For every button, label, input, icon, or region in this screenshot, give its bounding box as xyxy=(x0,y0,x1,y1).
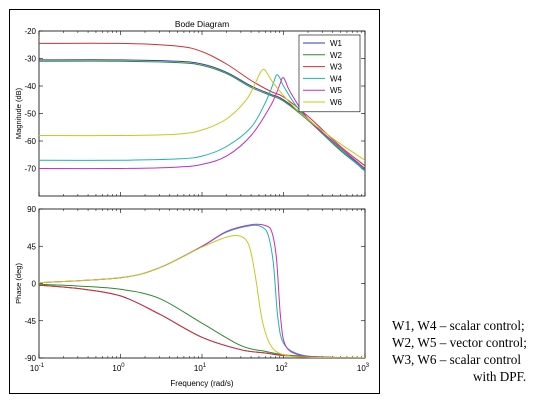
x-tick-label: 102 xyxy=(275,363,288,373)
y-tick-label: 0 xyxy=(32,280,37,289)
x-tick-label: 10-1 xyxy=(30,363,45,373)
x-tick-label: 103 xyxy=(357,363,370,373)
legend-label: W6 xyxy=(330,98,343,107)
x-tick-exponent: 0 xyxy=(121,363,125,369)
bode-figure: -70 -60 -50 -40 -30 -20 Magnitude (dB) Bode Dia… xyxy=(9,9,380,394)
caption-line-4: with DPF. xyxy=(473,369,527,384)
y-tick-label: -40 xyxy=(24,82,36,91)
y-tick-label: -60 xyxy=(24,137,36,146)
y-axis-label: Magnitude (dB) xyxy=(14,87,23,139)
x-tick-label: 100 xyxy=(112,363,125,373)
series-line-w4 xyxy=(39,74,365,172)
series-line-w6 xyxy=(39,234,365,358)
legend-label: W5 xyxy=(330,86,343,95)
y-tick-label: 90 xyxy=(27,205,36,214)
caption-line-1: W1, W4 – scalar control; xyxy=(392,318,525,333)
series-line-w3 xyxy=(39,42,365,167)
x-tick-exponent: 2 xyxy=(284,363,288,369)
chart-title: Bode Diagram xyxy=(175,19,229,29)
series-line-w6 xyxy=(39,68,365,161)
y-tick-label: -50 xyxy=(24,110,36,119)
bode-chart: -70 -60 -50 -40 -30 -20 Magnitude (dB) Bode Dia… xyxy=(14,19,370,388)
legend-label: W4 xyxy=(330,74,343,83)
legend-label: W2 xyxy=(330,51,343,60)
y-tick-label: -45 xyxy=(24,317,36,326)
legend: W1 W2 W3 W4 W5 W6 xyxy=(298,34,361,113)
y-tick-label: 45 xyxy=(27,242,36,251)
y-tick-label: -30 xyxy=(24,55,36,64)
x-tick-label: 101 xyxy=(194,363,207,373)
x-tick-exponent: 3 xyxy=(366,363,370,369)
caption-line-2: W2, W5 – vector control; xyxy=(392,335,527,350)
y-tick-label: -20 xyxy=(24,27,36,36)
caption: W1, W4 – scalar control; W2, W5 – vector… xyxy=(392,317,548,385)
plot-area xyxy=(38,208,366,359)
x-tick-exponent: 1 xyxy=(203,363,207,369)
x-tick-exponent: -1 xyxy=(39,363,45,369)
y-tick-label: -70 xyxy=(24,165,36,174)
caption-line-3: W3, W6 – scalar control xyxy=(392,352,522,367)
legend-box xyxy=(298,34,361,113)
y-axis-label: Phase (deg) xyxy=(14,263,23,304)
magnitude-plot: -70 -60 -50 -40 -30 -20 Magnitude (dB) Bode Dia… xyxy=(14,19,366,197)
x-axis-label: Frequency (rad/s) xyxy=(170,379,233,388)
legend-label: W3 xyxy=(330,63,343,72)
legend-label: W1 xyxy=(330,39,343,48)
y-tick-label: -90 xyxy=(24,354,36,363)
series-line-w5 xyxy=(39,77,365,170)
